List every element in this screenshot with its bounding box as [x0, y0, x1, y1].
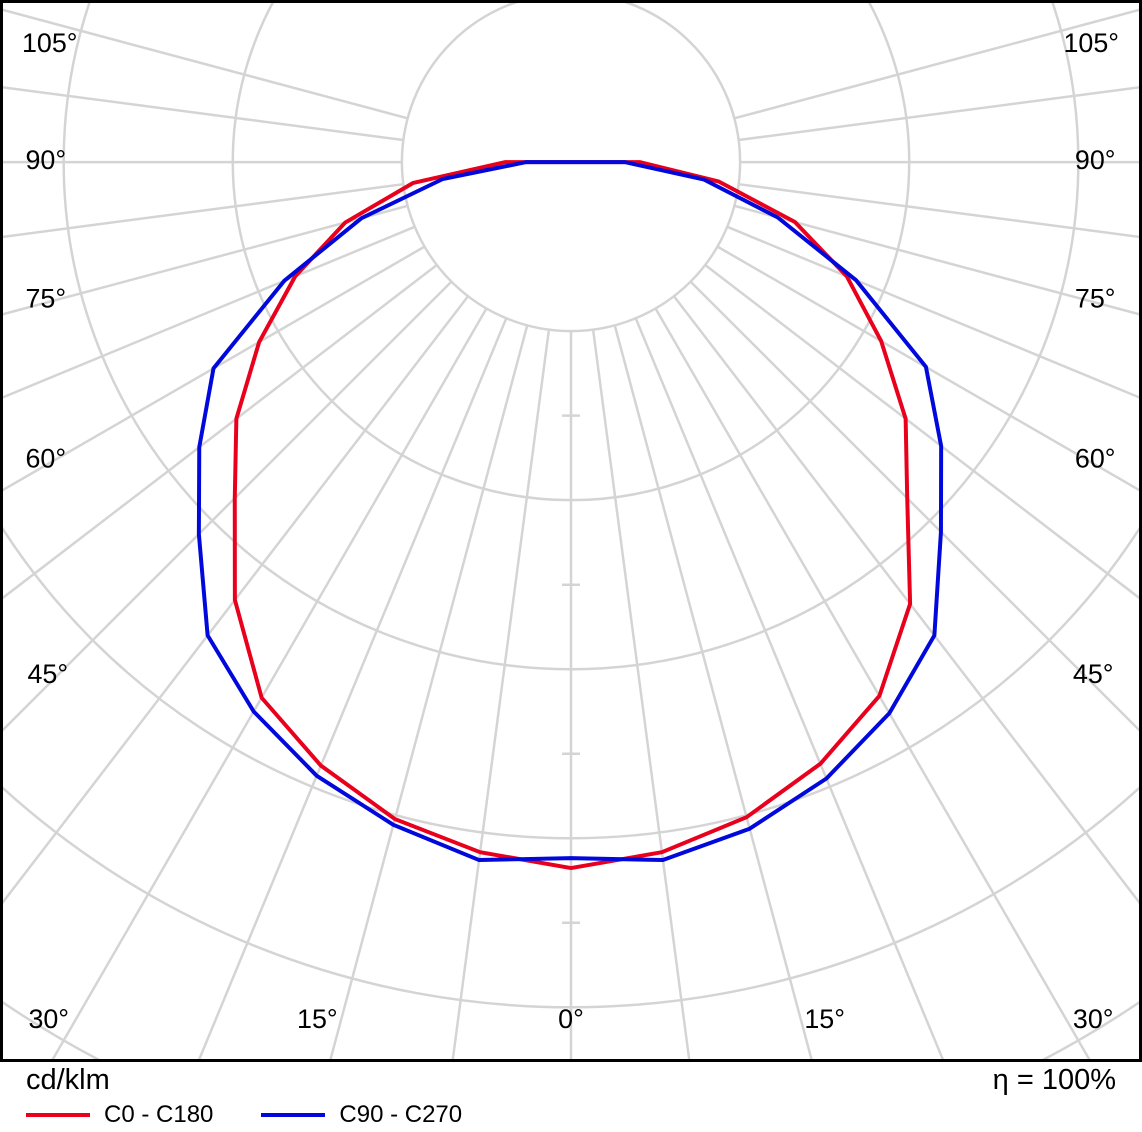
angle-label: 60° — [25, 443, 66, 473]
legend-line-blue-icon — [261, 1113, 326, 1117]
angle-label: 45° — [27, 659, 68, 689]
grid-radial-line — [613, 325, 813, 1059]
grid-radial-line — [738, 182, 1139, 239]
grid-radial-line — [3, 295, 470, 905]
angle-label: 75° — [25, 283, 66, 313]
legend-line-red-icon — [26, 1113, 90, 1117]
grid-radial-line — [3, 86, 404, 142]
angle-label: 90° — [1075, 145, 1116, 175]
grid-radial-line — [591, 329, 691, 1059]
legend-label-c0-c180: C0 - C180 — [104, 1101, 214, 1128]
grid-radial-line — [734, 204, 1139, 316]
grid-radial-line — [726, 225, 1139, 399]
legend-label-c90-c270: C90 - C270 — [339, 1101, 463, 1128]
legend-item-c90-c270: C90 - C270 — [261, 1101, 462, 1129]
grid-radial-line — [51, 307, 488, 1059]
angle-label: 15° — [297, 1004, 338, 1034]
grid-radial-line — [634, 317, 945, 1059]
angle-label: 0° — [558, 1004, 584, 1034]
grid-radial-line — [3, 245, 426, 492]
units-label: cd/klm — [26, 1064, 110, 1096]
grid-radial-line — [451, 329, 551, 1059]
grid-radial-line — [3, 280, 453, 732]
grid-radial-line — [734, 8, 1139, 120]
grid-radial-line — [672, 295, 1139, 905]
grid-ring — [400, 3, 742, 333]
grid-radial-line — [704, 264, 1139, 600]
polar-chart-svg: 105° 90° 75° 60° 45° 105° 90° 75° 60° 45° 30° 15° 0°… — [3, 3, 1139, 1059]
efficiency-label: η = 100% — [992, 1064, 1116, 1096]
angle-label: 105° — [1063, 28, 1119, 58]
polar-chart-frame: 105° 90° 75° 60° 45° 105° 90° 75° 60° 45° 30° 15° 0°… — [0, 0, 1142, 1062]
curve-c0-c180 — [232, 160, 913, 871]
grid-radial-line — [329, 325, 529, 1059]
angle-label: 60° — [1075, 443, 1116, 473]
curve-c90-c270 — [196, 160, 944, 863]
angle-label: 30° — [28, 1004, 69, 1034]
grid-radial-line — [3, 8, 408, 120]
angle-label: 75° — [1075, 283, 1116, 313]
angle-label: 15° — [804, 1004, 845, 1034]
grid-radial-line — [654, 307, 1091, 1059]
angle-label: 30° — [1073, 1004, 1114, 1034]
grid-radial-line — [716, 245, 1139, 492]
angle-label: 105° — [22, 28, 78, 58]
angle-label: 90° — [25, 145, 66, 175]
legend: C0 - C180 C90 - C270 — [26, 1101, 1116, 1129]
grid-radial-line — [3, 182, 404, 239]
footer-top-row: cd/klm η = 100% — [26, 1064, 1116, 1097]
grid-radial-line — [689, 280, 1139, 732]
angle-label: 45° — [1073, 659, 1114, 689]
grid-radial-line — [3, 225, 416, 399]
grid-radial-line — [3, 264, 438, 600]
grid-radial-line — [3, 204, 408, 316]
chart-footer: cd/klm η = 100% C0 - C180 C90 - C270 — [0, 1062, 1142, 1132]
legend-item-c0-c180: C0 - C180 — [26, 1101, 213, 1129]
grid-radial-line — [738, 86, 1139, 142]
grid-radial-line — [197, 317, 508, 1059]
